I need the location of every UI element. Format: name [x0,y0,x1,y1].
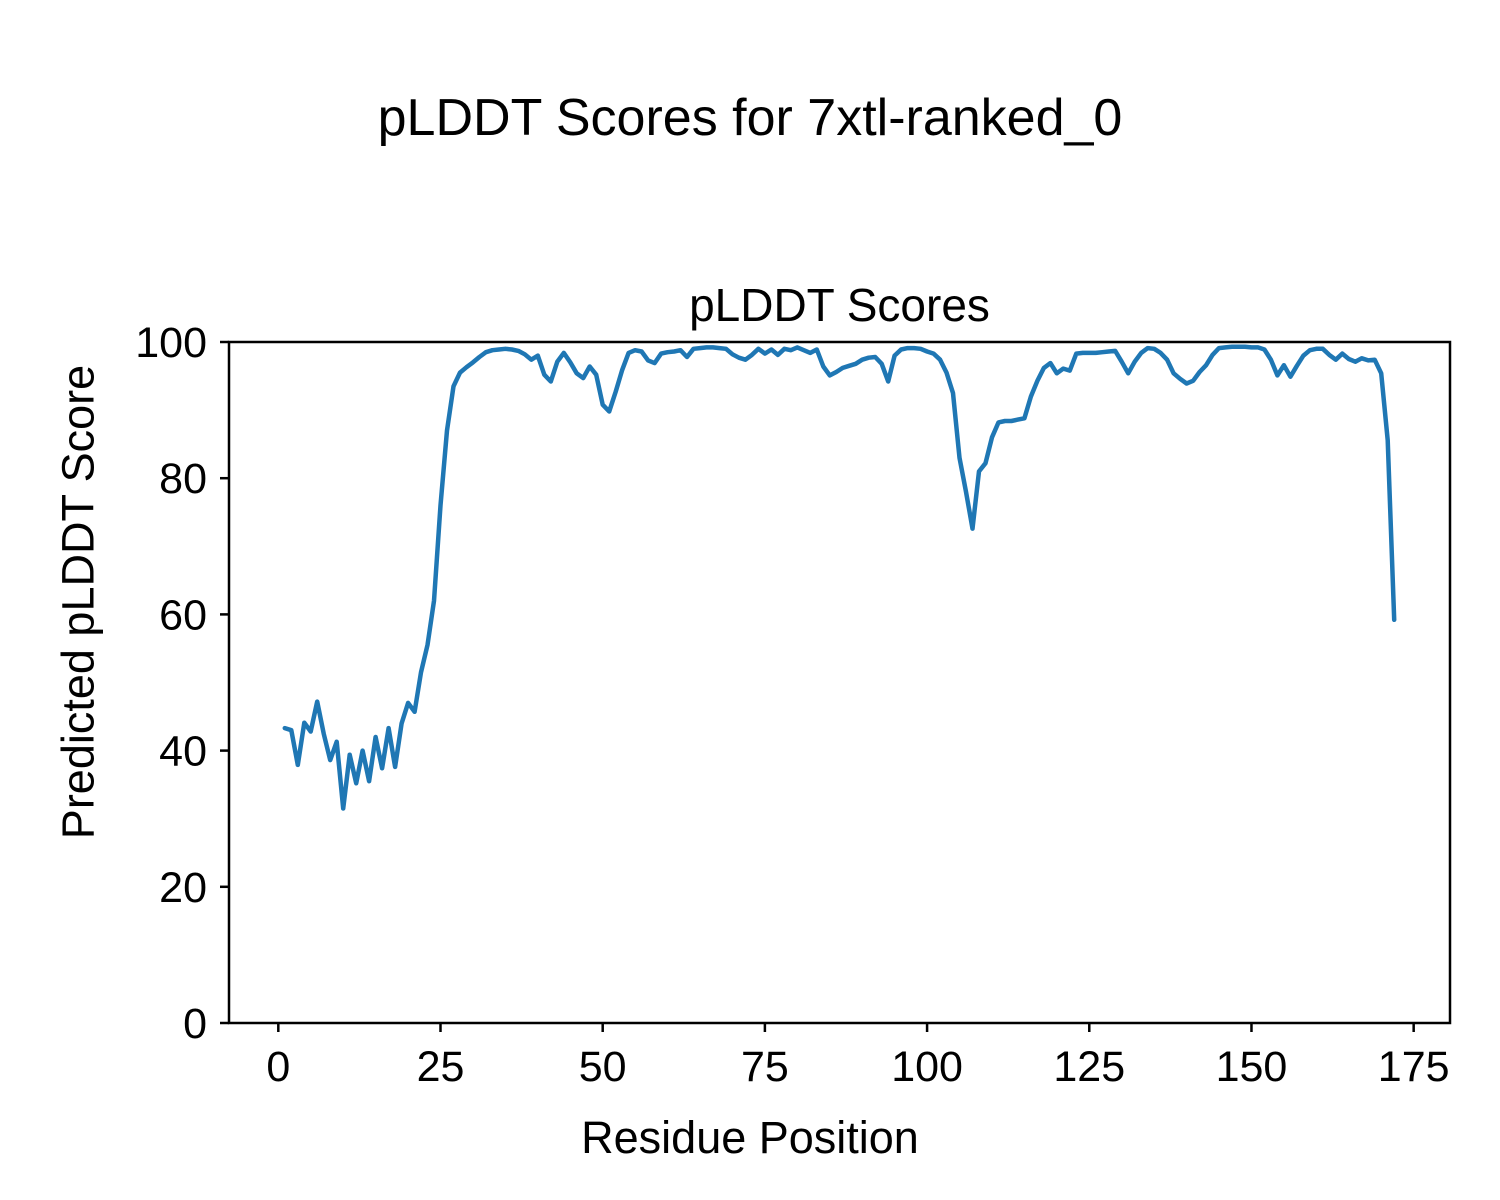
x-tick-label: 50 [579,1043,627,1091]
y-tick-label: 20 [159,864,207,912]
x-tick-label: 175 [1378,1043,1450,1091]
y-tick-label: 40 [159,728,207,776]
plddt-line [282,344,1397,811]
y-tick-label: 60 [159,591,207,639]
axis-ticks [220,340,1415,1032]
x-tick-label: 25 [417,1043,465,1091]
x-tick-label: 125 [1053,1043,1125,1091]
plot-frame [227,340,1452,1025]
x-tick-label: 0 [266,1043,290,1091]
y-axis-label: Predicted pLDDT Score [52,364,104,840]
x-tick-label: 150 [1216,1043,1288,1091]
figure-title: pLDDT Scores for 7xtl-ranked_0 [377,89,1123,147]
x-tick-label: 75 [741,1043,789,1091]
y-tick-label: 100 [135,319,207,367]
y-tick-label: 80 [159,455,207,503]
x-axis-label: Residue Position [581,1112,919,1163]
axes-title: pLDDT Scores [689,279,990,331]
x-tick-label: 100 [891,1043,963,1091]
axis-tick-labels: 0 25 50 75 100 125 150 175 0 20 40 60 80 100 [135,319,1449,1091]
y-tick-label: 0 [183,1000,207,1048]
